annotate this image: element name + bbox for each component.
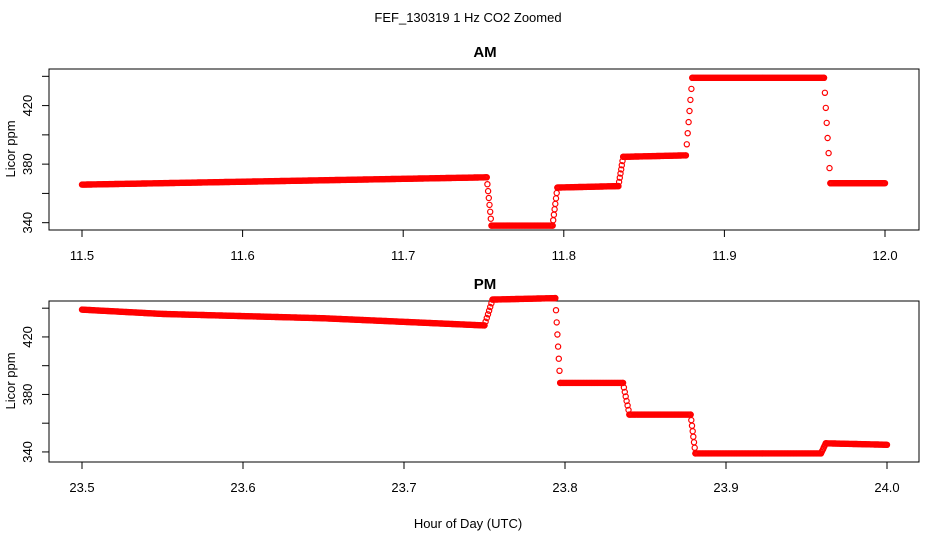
data-point — [820, 74, 828, 82]
data-point — [481, 322, 488, 329]
data-point — [823, 119, 830, 127]
data-point — [485, 194, 492, 202]
x-tick-label: 23.6 — [230, 480, 255, 495]
data-point — [552, 294, 559, 302]
data-point — [616, 174, 624, 181]
y-tick-label: 380 — [20, 384, 35, 406]
data-point — [615, 182, 622, 190]
plot-frame — [48, 68, 920, 231]
data-point — [688, 85, 695, 93]
data-point — [483, 314, 490, 322]
x-tick-label: 11.6 — [230, 248, 254, 263]
data-point — [484, 311, 492, 318]
data-point — [485, 307, 493, 314]
data-point — [552, 200, 559, 208]
data-point — [690, 433, 697, 440]
x-tick-label: 24.0 — [874, 480, 899, 495]
data-point — [484, 187, 492, 195]
data-point — [691, 444, 698, 451]
y-axis: 340 380 420 — [20, 75, 49, 234]
x-tick-label: 11.8 — [552, 248, 576, 263]
data-point — [618, 166, 625, 173]
figure-suptitle: FEF_130319 1 Hz CO2 Zoomed — [374, 10, 561, 25]
y-tick-label: 380 — [20, 153, 35, 175]
data-point — [551, 206, 558, 213]
x-tick-label: 12.0 — [872, 248, 897, 263]
y-tick-label: 340 — [20, 212, 35, 234]
data-point — [686, 107, 693, 115]
panel-title: AM — [473, 44, 496, 61]
x-tick-label: 23.5 — [69, 480, 94, 495]
data-point — [687, 96, 694, 104]
panel-pm: PM Licor ppm 23.5 23.6 23.7 23.8 23.9 24.0 34… — [3, 276, 920, 495]
data-point — [482, 318, 489, 325]
data-point — [685, 118, 692, 126]
x-tick-label: 11.5 — [70, 248, 94, 263]
x-tick-label: 23.7 — [391, 480, 416, 495]
x-axis: 11.5 11.6 11.7 11.8 11.9 12.0 — [70, 230, 898, 263]
x-tick-label: 23.9 — [713, 480, 738, 495]
data-point — [483, 174, 490, 181]
panel-title: PM — [474, 276, 497, 293]
data-point — [682, 152, 690, 159]
data-point — [615, 178, 623, 186]
data-point — [487, 303, 494, 311]
data-point — [821, 89, 829, 97]
data-point — [618, 161, 626, 169]
data-point — [552, 195, 560, 202]
data-point — [554, 331, 561, 338]
data-point — [690, 439, 698, 446]
y-axis-label: Licor ppm — [3, 352, 18, 409]
data-point — [553, 319, 560, 326]
data-point — [553, 189, 560, 197]
y-tick-label: 340 — [20, 441, 35, 463]
data-point — [617, 170, 624, 177]
data-point — [688, 416, 695, 424]
data-point — [555, 355, 563, 362]
x-axis: 23.5 23.6 23.7 23.8 23.9 24.0 — [69, 462, 900, 495]
x-tick-label: 23.8 — [552, 480, 577, 495]
data-point — [552, 307, 560, 314]
data-point — [689, 428, 696, 435]
data-point — [822, 104, 830, 112]
data-point — [683, 141, 691, 148]
data-point — [883, 441, 891, 448]
data-point — [550, 216, 557, 224]
data-points — [78, 74, 889, 229]
data-point — [487, 215, 494, 222]
data-point — [824, 134, 831, 142]
data-point — [684, 129, 691, 137]
data-point — [688, 422, 696, 429]
x-tick-label: 11.7 — [391, 248, 415, 263]
panel-am: AM Licor ppm 11.5 11.6 11.7 11.8 11.9 12.0 34… — [3, 44, 920, 263]
data-point — [554, 343, 562, 350]
y-axis-label: Licor ppm — [3, 120, 18, 177]
data-points — [78, 294, 891, 457]
data-point — [550, 211, 558, 218]
data-point — [825, 149, 832, 157]
data-point — [487, 208, 494, 215]
data-point — [881, 179, 889, 187]
y-tick-label: 420 — [20, 326, 35, 348]
data-point — [486, 201, 493, 209]
y-tick-label: 420 — [20, 95, 35, 117]
data-point — [826, 164, 833, 172]
y-axis: 340 380 420 — [20, 307, 49, 463]
plot-frame — [48, 300, 920, 463]
figure-xlabel: Hour of Day (UTC) — [414, 516, 522, 531]
data-point — [556, 367, 563, 374]
data-point — [484, 180, 491, 188]
x-tick-label: 11.9 — [712, 248, 736, 263]
